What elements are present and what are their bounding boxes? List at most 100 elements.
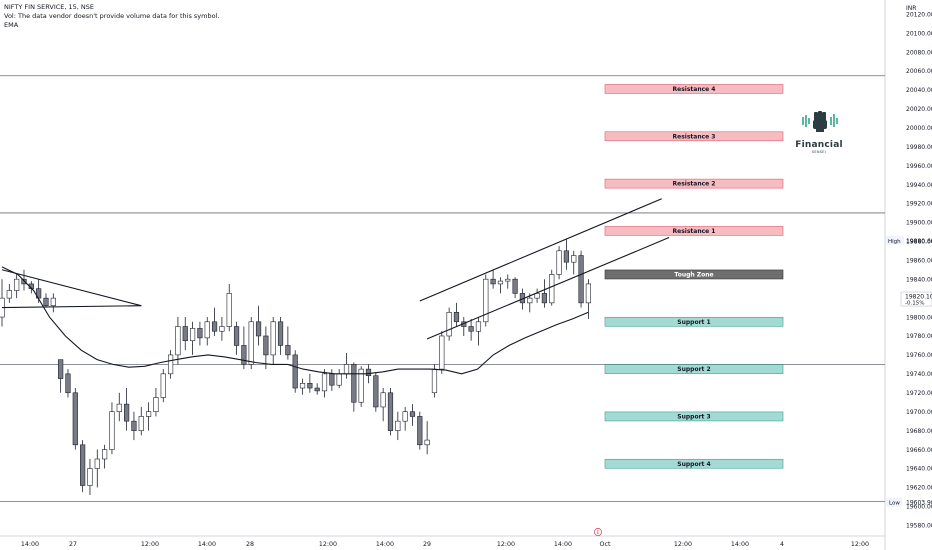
candle[interactable]	[373, 371, 379, 412]
candle[interactable]	[131, 411, 137, 441]
zone-resistance-1[interactable]: Resistance 1	[604, 226, 784, 236]
candle[interactable]	[285, 326, 291, 360]
candle[interactable]	[395, 411, 401, 441]
candle[interactable]	[80, 440, 86, 493]
candle[interactable]	[549, 269, 555, 306]
candle[interactable]	[541, 279, 548, 308]
candle[interactable]	[72, 388, 78, 450]
candle[interactable]	[490, 269, 496, 289]
candle[interactable]	[571, 250, 577, 275]
candle[interactable]	[94, 449, 100, 488]
candle[interactable]	[475, 317, 482, 346]
candle[interactable]	[109, 402, 115, 455]
candle[interactable]	[336, 369, 342, 389]
candle[interactable]	[534, 288, 540, 303]
candle[interactable]	[102, 444, 108, 469]
candle[interactable]	[0, 279, 5, 327]
candle[interactable]	[43, 293, 49, 308]
candle[interactable]	[219, 317, 225, 341]
candle[interactable]	[50, 293, 56, 313]
candle[interactable]	[146, 402, 152, 431]
candle[interactable]	[402, 406, 408, 431]
candle[interactable]	[439, 331, 445, 374]
candle[interactable]	[329, 369, 335, 391]
candle[interactable]	[138, 406, 144, 436]
candle[interactable]	[124, 388, 130, 431]
zone-resistance-2[interactable]: Resistance 2	[604, 178, 784, 189]
candle[interactable]	[211, 307, 218, 336]
candle[interactable]	[263, 326, 269, 370]
candle[interactable]	[527, 293, 533, 313]
candle[interactable]	[497, 277, 504, 294]
candle[interactable]	[233, 321, 240, 355]
candle[interactable]	[409, 404, 416, 426]
candle[interactable]	[277, 317, 284, 355]
candle[interactable]	[153, 388, 159, 417]
trendline-falling-wedge-lower[interactable]	[1, 305, 142, 309]
zone-box[interactable]	[604, 364, 784, 374]
candle[interactable]	[182, 317, 188, 351]
candle[interactable]	[343, 353, 350, 379]
candle[interactable]	[417, 411, 423, 450]
candle[interactable]	[358, 366, 364, 407]
candle[interactable]	[351, 362, 357, 412]
candle[interactable]	[505, 274, 511, 289]
candle[interactable]	[387, 388, 394, 436]
trendline-channel-lower[interactable]	[426, 237, 670, 340]
candle[interactable]	[321, 369, 328, 398]
candle[interactable]	[468, 318, 474, 341]
candle[interactable]	[563, 239, 570, 270]
candle[interactable]	[453, 302, 460, 327]
candle[interactable]	[116, 392, 122, 422]
candle[interactable]	[424, 421, 430, 455]
candle[interactable]	[255, 305, 262, 346]
candle[interactable]	[512, 277, 518, 299]
zone-box[interactable]	[604, 316, 784, 327]
candle[interactable]	[14, 274, 20, 299]
candle[interactable]	[483, 274, 489, 327]
zone-support-2[interactable]: Support 2	[604, 364, 784, 374]
candle[interactable]	[167, 350, 174, 379]
candle[interactable]	[307, 373, 313, 393]
candle[interactable]	[204, 317, 210, 346]
candle[interactable]	[226, 283, 232, 332]
zone-support-4[interactable]: Support 4	[604, 458, 784, 469]
candle[interactable]	[189, 321, 196, 355]
candle[interactable]	[292, 350, 298, 393]
candle[interactable]	[241, 326, 247, 370]
candle[interactable]	[556, 246, 562, 280]
candle[interactable]	[446, 307, 452, 341]
zone-box[interactable]	[604, 411, 784, 422]
zone-resistance-4[interactable]: Resistance 4	[604, 84, 784, 94]
indicator-label[interactable]: EMA	[4, 21, 19, 29]
candle[interactable]	[380, 388, 386, 422]
zone-tough-zone[interactable]: Tough Zone	[604, 269, 784, 280]
candle[interactable]	[248, 317, 254, 370]
candle[interactable]	[578, 250, 584, 308]
zone-support-3[interactable]: Support 3	[604, 411, 784, 422]
zone-resistance-3[interactable]: Resistance 3	[604, 131, 784, 142]
zone-support-1[interactable]: Support 1	[604, 316, 784, 327]
zone-box[interactable]	[604, 226, 784, 236]
candle[interactable]	[461, 317, 467, 336]
candle[interactable]	[299, 378, 306, 395]
trendline-channel-upper[interactable]	[419, 198, 662, 302]
zone-box[interactable]	[604, 131, 784, 142]
candle[interactable]	[87, 459, 93, 495]
trendline-falling-wedge-upper[interactable]	[1, 269, 142, 307]
candle[interactable]	[314, 383, 320, 395]
candle[interactable]	[58, 359, 64, 393]
price-axis[interactable]	[886, 0, 932, 550]
zone-box[interactable]	[604, 84, 784, 94]
zone-box[interactable]	[604, 178, 784, 189]
candle[interactable]	[65, 369, 71, 398]
ema-line[interactable]	[1, 266, 589, 375]
candle[interactable]	[6, 283, 12, 303]
event-marker[interactable]: E	[594, 528, 602, 536]
symbol-title[interactable]: NIFTY FIN SERVICE, 15, NSE	[4, 3, 95, 11]
candle[interactable]	[175, 317, 181, 365]
candle[interactable]	[197, 321, 203, 346]
zone-box[interactable]	[604, 269, 784, 280]
